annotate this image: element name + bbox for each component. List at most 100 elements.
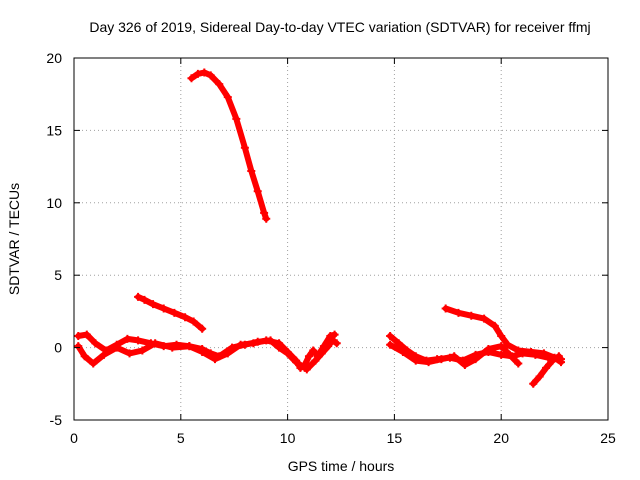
data-point bbox=[206, 71, 215, 80]
data-point bbox=[394, 339, 403, 348]
data-point bbox=[497, 342, 506, 351]
data-point bbox=[386, 332, 395, 341]
data-point bbox=[236, 340, 245, 349]
data-point bbox=[275, 339, 284, 348]
chart-title: Day 326 of 2019, Sidereal Day-to-day VTE… bbox=[89, 19, 590, 35]
data-point bbox=[292, 356, 301, 365]
data-point bbox=[123, 334, 132, 343]
data-point bbox=[497, 332, 506, 341]
data-point bbox=[283, 347, 292, 356]
data-point bbox=[535, 372, 544, 381]
data-point bbox=[480, 314, 489, 323]
data-point bbox=[529, 379, 538, 388]
data-point bbox=[262, 336, 271, 345]
data-point bbox=[302, 365, 311, 374]
data-point bbox=[80, 352, 89, 361]
data-point bbox=[296, 363, 305, 372]
data-point bbox=[168, 343, 177, 352]
data-point bbox=[503, 340, 512, 349]
data-point bbox=[311, 356, 320, 365]
data-point bbox=[441, 304, 450, 313]
data-point bbox=[497, 350, 506, 359]
x-tick-label: 10 bbox=[280, 430, 296, 446]
data-point bbox=[309, 346, 318, 355]
data-point bbox=[198, 347, 207, 356]
series-arc-mid bbox=[135, 293, 206, 332]
data-point bbox=[125, 349, 134, 358]
data-point bbox=[134, 292, 143, 301]
data-point bbox=[91, 339, 100, 348]
data-point bbox=[193, 69, 202, 78]
data-point bbox=[253, 187, 262, 196]
y-axis-title: SDTVAR / TECUs bbox=[6, 183, 22, 295]
data-point bbox=[505, 350, 514, 359]
data-point bbox=[554, 352, 563, 361]
data-point bbox=[223, 93, 232, 102]
y-tick-label: -5 bbox=[50, 412, 63, 428]
data-point bbox=[467, 311, 476, 320]
data-point bbox=[134, 336, 143, 345]
data-point bbox=[557, 358, 566, 367]
grid-layer bbox=[74, 58, 608, 420]
data-point bbox=[112, 343, 121, 352]
x-tick-label: 0 bbox=[70, 430, 78, 446]
data-point bbox=[262, 214, 271, 223]
data-point bbox=[490, 321, 499, 330]
data-point bbox=[260, 208, 269, 217]
y-tick-label: 15 bbox=[46, 122, 62, 138]
series-layer bbox=[74, 68, 566, 388]
x-tick-label: 20 bbox=[493, 430, 509, 446]
data-point bbox=[99, 350, 108, 359]
data-point bbox=[386, 340, 395, 349]
data-point bbox=[324, 342, 333, 351]
data-point bbox=[82, 330, 91, 339]
data-point bbox=[74, 342, 83, 351]
x-axis-title: GPS time / hours bbox=[288, 458, 395, 474]
tick-layer: 0 5 10 15 20 25 -5 0 5 10 15 20 bbox=[46, 50, 616, 446]
series-arc-high bbox=[188, 69, 270, 222]
data-point bbox=[484, 345, 493, 354]
data-point bbox=[198, 324, 207, 333]
data-point bbox=[232, 114, 241, 123]
data-point bbox=[215, 80, 224, 89]
data-point bbox=[240, 143, 249, 152]
data-point bbox=[140, 295, 149, 304]
data-point bbox=[210, 355, 219, 364]
data-point bbox=[424, 358, 433, 367]
y-tick-label: 0 bbox=[54, 340, 62, 356]
data-point bbox=[223, 349, 232, 358]
data-point bbox=[89, 359, 98, 368]
x-tick-label: 25 bbox=[600, 430, 616, 446]
x-tick-label: 5 bbox=[177, 430, 185, 446]
y-tick-label: 5 bbox=[54, 267, 62, 283]
data-point bbox=[437, 355, 446, 364]
plot-frame bbox=[73, 57, 609, 421]
data-point bbox=[249, 339, 258, 348]
data-point bbox=[330, 330, 339, 339]
data-point bbox=[138, 346, 147, 355]
y-tick-label: 20 bbox=[46, 50, 62, 66]
data-point bbox=[74, 332, 83, 341]
data-point bbox=[539, 349, 548, 358]
data-point bbox=[187, 74, 196, 83]
data-point bbox=[398, 347, 407, 356]
data-point bbox=[514, 346, 523, 355]
data-point bbox=[460, 360, 469, 369]
data-point bbox=[170, 308, 179, 317]
y-tick-label: 10 bbox=[46, 195, 62, 211]
data-point bbox=[471, 355, 480, 364]
data-point bbox=[159, 304, 168, 313]
data-point bbox=[328, 336, 337, 345]
data-point bbox=[411, 356, 420, 365]
data-point bbox=[189, 317, 198, 326]
data-point bbox=[200, 68, 209, 77]
data-point bbox=[542, 363, 551, 372]
x-tick-label: 15 bbox=[387, 430, 403, 446]
data-point bbox=[151, 339, 160, 348]
data-point bbox=[304, 352, 313, 361]
data-point bbox=[454, 308, 463, 317]
data-point bbox=[514, 359, 523, 368]
data-point bbox=[181, 313, 190, 322]
series-arc-evening-b bbox=[387, 341, 522, 368]
